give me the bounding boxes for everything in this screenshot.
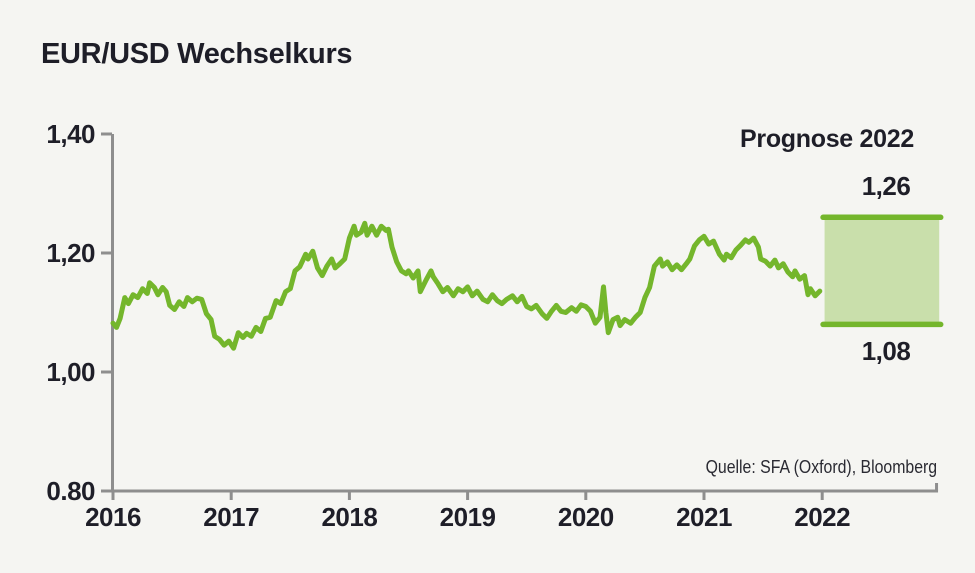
source-attribution: Quelle: SFA (Oxford), Bloomberg: [705, 457, 937, 477]
forecast-low-value: 1,08: [861, 336, 911, 366]
chart-title: EUR/USD Wechselkurs: [41, 38, 353, 70]
x-tick-label: 2020: [557, 502, 614, 532]
x-tick-label: 2017: [203, 502, 260, 532]
x-tick-label: 2022: [794, 502, 851, 532]
forecast-high-value: 1,26: [861, 171, 911, 201]
y-tick-label: 0.80: [46, 476, 95, 506]
x-tick-label: 2016: [85, 502, 141, 532]
forecast-label: Prognose 2022: [740, 125, 914, 153]
y-tick-label: 1,20: [46, 238, 95, 268]
y-tick-label: 1,40: [46, 119, 95, 149]
y-tick-label: 1,00: [46, 357, 95, 387]
x-tick-label: 2018: [321, 502, 378, 532]
eurusd-line: [110, 220, 823, 351]
forecast-band: [824, 217, 940, 325]
x-tick-label: 2021: [676, 502, 732, 532]
x-tick-label: 2019: [439, 502, 496, 532]
